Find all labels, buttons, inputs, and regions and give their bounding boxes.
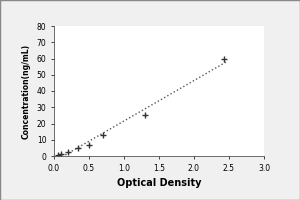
X-axis label: Optical Density: Optical Density (117, 178, 201, 188)
Y-axis label: Concentration(ng/mL): Concentration(ng/mL) (22, 43, 31, 139)
